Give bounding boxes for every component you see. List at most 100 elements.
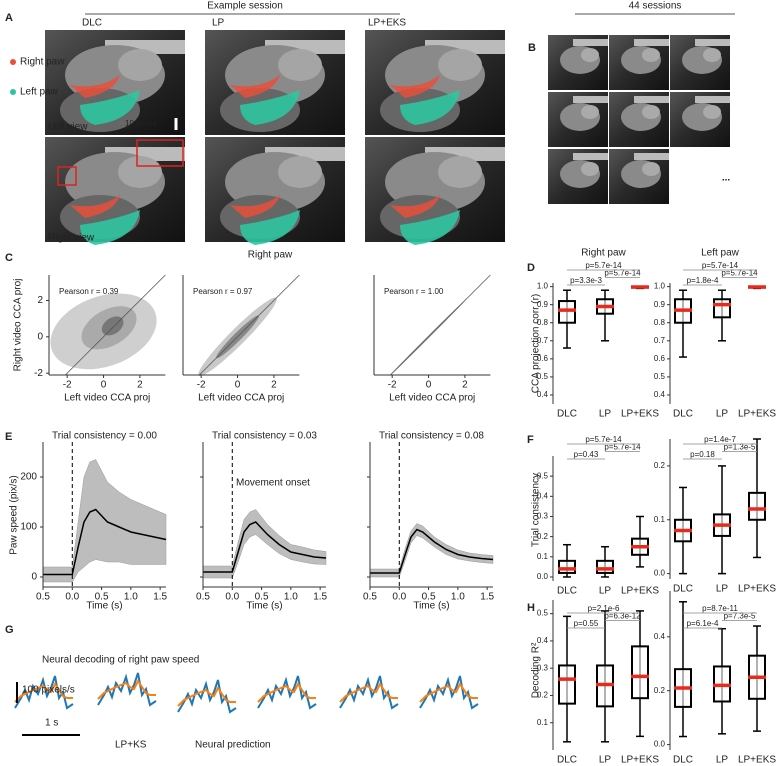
y-tick-label: 0.8 xyxy=(654,318,666,327)
ellipsis: ... xyxy=(722,173,731,184)
mean-line xyxy=(43,508,167,576)
y-axis-label: Right video CCA proj xyxy=(13,279,24,372)
panel-label: D xyxy=(527,262,535,274)
panel-label: B xyxy=(528,42,536,54)
y-axis-label: Paw speed (pix/s) xyxy=(9,475,20,554)
legend-label: Right paw xyxy=(20,57,65,68)
x-axis-label: Left video CCA proj xyxy=(64,393,150,404)
annotation: Pearson r = 1.00 xyxy=(384,287,444,296)
p-value: p=6.3e-12 xyxy=(604,612,641,621)
x-tick-label: -2 xyxy=(197,380,206,391)
x-tick-label: LP+EKS xyxy=(738,755,776,766)
y-tick-label: 0.0 xyxy=(654,740,666,749)
column-label: DLC xyxy=(82,18,102,29)
x-axis-label: Time (s) xyxy=(413,601,449,612)
header: Example session xyxy=(207,1,283,12)
y-tick-label: 0.6 xyxy=(537,354,549,363)
x-tick-label: 0 xyxy=(235,380,241,391)
y-tick-label: 0.0 xyxy=(537,572,549,581)
view-label: Left view xyxy=(48,122,88,133)
x-tick-label: 0 xyxy=(101,380,107,391)
y-tick-label: 0.7 xyxy=(654,336,666,345)
y-tick-label: 0.2 xyxy=(537,691,549,700)
x-tick-label: 1.0 xyxy=(451,592,465,603)
annotation: Pearson r = 0.97 xyxy=(193,287,253,296)
scale-label: 100 pixels/s xyxy=(22,685,75,696)
identity-line xyxy=(390,274,491,376)
p-value: p=5.7e-14 xyxy=(604,269,641,278)
view-label: Right view xyxy=(48,233,95,244)
p-value: p=0.18 xyxy=(690,450,715,459)
x-tick-label: -2 xyxy=(63,380,72,391)
x-tick-label: 0.5 xyxy=(422,592,436,603)
plot-title: Right paw xyxy=(581,248,626,259)
x-tick-label: 1.0 xyxy=(124,592,138,603)
box xyxy=(631,645,649,700)
p-value: p=7.3e-5 xyxy=(724,612,756,621)
x-axis-label: Left video CCA proj xyxy=(389,393,475,404)
x-tick-label: LP+EKS xyxy=(621,755,659,766)
y-tick-label: 1.0 xyxy=(537,282,549,291)
y-tick-label: 1.0 xyxy=(654,282,666,291)
y-tick-label: -2 xyxy=(34,368,43,379)
x-axis-label: Left video CCA proj xyxy=(198,393,284,404)
y-tick-label: 0 xyxy=(31,572,37,583)
error-band xyxy=(369,523,494,578)
y-tick-label: 0.4 xyxy=(537,636,549,645)
y-tick-label: 0.6 xyxy=(654,354,666,363)
p-value: p=1.3e-5 xyxy=(724,443,756,452)
y-tick-label: 0.5 xyxy=(654,372,666,381)
x-tick-label: LP xyxy=(716,409,729,420)
y-tick-label: 0.2 xyxy=(537,532,549,541)
x-tick-label: 2 xyxy=(462,380,468,391)
x-tick-label: LP xyxy=(716,755,729,766)
y-tick-label: 0.1 xyxy=(537,718,549,727)
x-tick-label: LP+EKS xyxy=(738,584,776,595)
box xyxy=(748,491,766,521)
panel-g-traces xyxy=(14,672,479,736)
identity-line xyxy=(65,274,166,376)
x-tick-label: LP+EKS xyxy=(621,586,659,597)
panel-title: Neural decoding of right paw speed xyxy=(42,655,199,666)
plot-title: Trial consistency = 0.00 xyxy=(52,431,157,442)
plot-title: Left paw xyxy=(701,248,740,259)
y-tick-label: 0.9 xyxy=(654,300,666,309)
y-tick-label: 0 xyxy=(37,331,43,342)
y-tick-label: 0.9 xyxy=(537,300,549,309)
x-tick-label: LP xyxy=(716,584,729,595)
mean-line xyxy=(203,521,327,573)
header: 44 sessions xyxy=(629,1,682,12)
x-tick-label: 0.5 xyxy=(196,592,210,603)
x-tick-label: DLC xyxy=(673,409,693,420)
x-tick-label: 1.5 xyxy=(153,592,167,603)
y-tick-label: 100 xyxy=(20,522,37,533)
x-axis-label: Time (s) xyxy=(246,601,282,612)
p-value: p=5.7e-14 xyxy=(721,269,758,278)
panel-a-images xyxy=(10,30,505,245)
box xyxy=(713,298,731,319)
y-tick-label: 0.0 xyxy=(654,569,666,578)
p-value: p=3.3e-3 xyxy=(570,276,602,285)
x-tick-label: 0.0 xyxy=(225,592,239,603)
panel-label: F xyxy=(527,434,534,446)
x-tick-label: 1.5 xyxy=(313,592,327,603)
y-tick-label: 0.8 xyxy=(537,318,549,327)
plot-title: Trial consistency = 0.03 xyxy=(212,431,317,442)
x-tick-label: 0.5 xyxy=(36,592,50,603)
x-tick-label: LP xyxy=(599,409,612,420)
panel-label: E xyxy=(5,431,12,443)
x-tick-label: 0.0 xyxy=(392,592,406,603)
error-band xyxy=(202,509,327,579)
column-label: LP xyxy=(212,18,225,29)
box xyxy=(558,559,576,574)
error-band xyxy=(42,459,167,583)
plot-title: Trial consistency = 0.08 xyxy=(379,431,484,442)
p-value: p=5.7e-14 xyxy=(604,443,641,452)
x-tick-label: 0.5 xyxy=(363,592,377,603)
y-tick-label: 0.5 xyxy=(537,609,549,618)
annotation: Pearson r = 0.39 xyxy=(59,287,119,296)
p-value: p=1.4e-7 xyxy=(704,435,736,444)
x-tick-label: DLC xyxy=(673,755,693,766)
x-axis-label: Time (s) xyxy=(86,601,122,612)
